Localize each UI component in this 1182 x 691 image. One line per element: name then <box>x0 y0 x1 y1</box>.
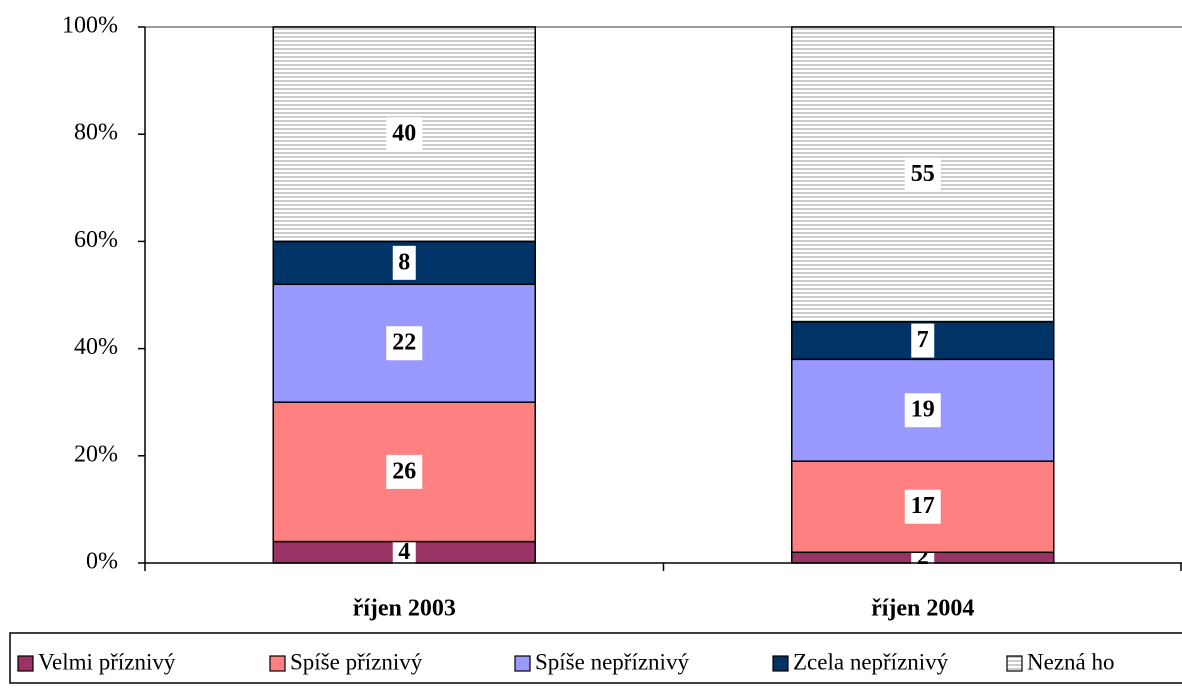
legend-label: Spíše nepříznivý <box>535 649 689 674</box>
data-label: 4 <box>398 539 410 565</box>
data-label-bg <box>911 323 935 358</box>
legend-label: Spíše příznivý <box>290 649 423 674</box>
legend-swatch <box>772 655 789 672</box>
data-label: 19 <box>911 397 935 423</box>
data-label: 55 <box>911 161 935 187</box>
legend-swatch <box>269 655 286 672</box>
data-label-bg <box>904 393 941 428</box>
data-label: 17 <box>911 493 935 519</box>
legend-swatch <box>17 655 34 672</box>
legend-label: Velmi příznivý <box>38 649 176 674</box>
data-label: 8 <box>398 249 410 275</box>
y-tick-label: 100% <box>62 13 118 39</box>
data-label-bg <box>386 454 423 489</box>
y-tick-label: 40% <box>74 334 118 360</box>
y-tick-label: 20% <box>74 441 118 467</box>
data-label: 7 <box>917 327 929 353</box>
data-label-bg <box>904 489 941 524</box>
data-label-bg <box>386 117 423 152</box>
x-tick-label: říjen 2003 <box>353 596 456 622</box>
legend-label: Nezná ho <box>1027 649 1115 674</box>
y-tick-label: 60% <box>74 227 118 253</box>
data-label-bg <box>386 326 423 361</box>
data-label-bg <box>392 245 416 280</box>
legend-swatch <box>1006 655 1023 672</box>
legend-box <box>9 632 1182 684</box>
y-tick-label: 80% <box>74 120 118 146</box>
data-label: 26 <box>392 458 416 484</box>
data-label-bg <box>392 535 416 570</box>
x-tick-label: říjen 2004 <box>871 596 974 622</box>
y-tick-label: 0% <box>86 549 118 575</box>
legend-swatch <box>514 655 531 672</box>
data-label-bg <box>904 157 941 192</box>
data-label: 22 <box>392 330 416 356</box>
legend-label: Zcela nepříznivý <box>793 649 949 674</box>
data-label: 40 <box>392 121 416 147</box>
